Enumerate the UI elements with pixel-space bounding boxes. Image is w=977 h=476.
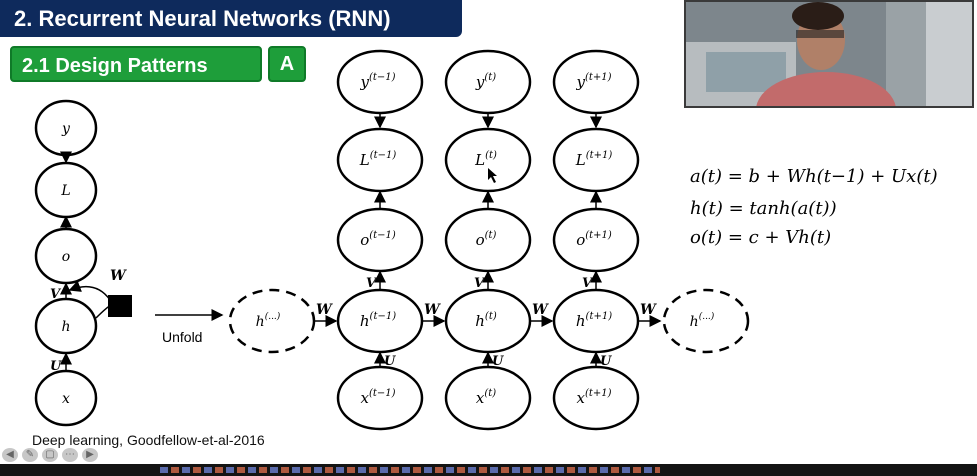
citation: Deep learning, Goodfellow-et-al-2016 [32,432,265,448]
webcam-video [684,0,974,108]
node-h-t: h(t) [475,311,497,330]
node-o-t: o(t) [476,230,497,249]
node-L-t-minus-1: L(t−1) [359,150,397,169]
folded-label-o: o [62,249,70,265]
folded-label-L: L [60,183,70,199]
delay-square [108,295,132,317]
node-o-t-minus-1: o(t−1) [360,230,396,249]
slide-icon[interactable]: ▢ [42,448,58,462]
folded-label-x: x [62,391,70,407]
weight-U-3: U [600,354,612,369]
unfolded-column-t-minus-1: V U y(t−1) L(t−1) o(t−1) h(t−1) x(t−1) [336,49,424,431]
folded-weight-U: U [50,359,62,374]
taskbar [0,464,977,476]
weight-W-2: W [424,302,441,318]
node-y-t-plus-1: y(t+1) [575,72,611,91]
weight-W-1: W [316,302,333,318]
hidden-ellipsis-right [662,288,750,354]
weight-V-2: V [474,276,486,291]
folded-label-y: y [61,121,71,137]
slide-title: 2. Recurrent Neural Networks (RNN) [0,0,462,37]
node-o-t-plus-1: o(t+1) [576,230,612,249]
taskbar-app-icons[interactable] [160,467,660,473]
node-y-t: y(t) [475,72,496,91]
menu-icon[interactable]: ⋯ [62,448,78,462]
unfold-label: Unfold [162,329,202,345]
node-L-t-plus-1: L(t+1) [575,150,613,169]
node-h-t-minus-1: h(t−1) [360,311,396,330]
weight-W-3: W [532,302,549,318]
forward-arrow-icon[interactable]: ▶ [82,448,98,462]
weight-W-4: W [640,302,657,318]
node-x-t-plus-1: x(t+1) [576,388,611,407]
pen-icon[interactable]: ✎ [22,448,38,462]
node-y-t-minus-1: y(t−1) [359,72,395,91]
weight-V-1: V [366,276,378,291]
section-badge: A [268,46,306,82]
back-arrow-icon[interactable]: ◀ [2,448,18,462]
weight-U-2: U [492,354,504,369]
node-x-t-minus-1: x(t−1) [360,388,395,407]
ellipsis-right-label: h(...) [690,311,715,330]
equation-o: o(t) = c + Vh(t) [690,227,831,248]
node-L-t: L(t) [474,150,497,169]
folded-rnn [34,99,98,427]
ellipsis-left-label: h(...) [256,311,281,330]
mouse-cursor-icon [488,168,497,183]
folded-label-h: h [61,319,70,335]
section-title: 2.1 Design Patterns [10,46,262,82]
presenter-image [686,2,972,106]
node-x-t: x(t) [476,388,496,407]
unfolded-column-t: V U y(t) L(t) o(t) h(t) x(t) [444,49,532,431]
equation-h: h(t) = tanh(a(t)) [690,198,837,219]
folded-weight-W: W [110,268,127,284]
weight-V-3: V [582,276,594,291]
folded-weight-V: V [50,287,62,302]
weight-U-1: U [384,354,396,369]
equation-a: a(t) = b + Wh(t−1) + Ux(t) [690,166,938,187]
node-h-t-plus-1: h(t+1) [576,311,612,330]
slide-nav-toolbar: ◀ ✎ ▢ ⋯ ▶ [2,448,98,464]
unfolded-column-t-plus-1: V U y(t+1) L(t+1) o(t+1) h(t+1) x(t+1) [552,49,640,431]
